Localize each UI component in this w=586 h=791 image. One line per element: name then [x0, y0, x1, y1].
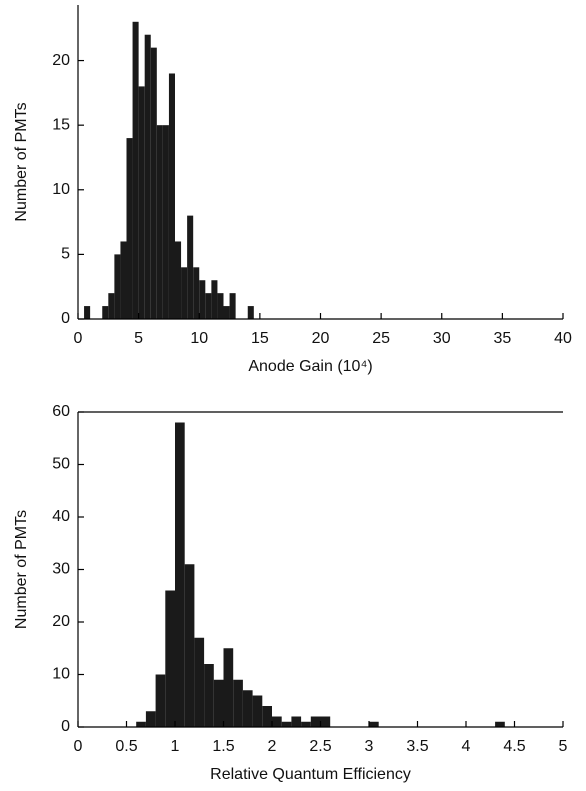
- x-tick-label: 3: [365, 738, 374, 755]
- bar: [102, 306, 109, 319]
- y-axis-label: Number of PMTs: [13, 510, 30, 629]
- bar: [211, 280, 218, 319]
- x-tick-label: 20: [312, 330, 330, 347]
- x-tick-label: 35: [493, 330, 511, 347]
- bar: [175, 422, 185, 727]
- bar: [233, 679, 243, 727]
- bar: [132, 21, 139, 320]
- bar: [126, 138, 133, 319]
- x-tick-label: 5: [134, 330, 143, 347]
- bar: [156, 125, 163, 319]
- y-tick-label: 50: [52, 456, 70, 473]
- bar: [114, 254, 121, 319]
- x-tick-label: 30: [433, 330, 451, 347]
- bar: [223, 648, 234, 727]
- bar: [181, 267, 188, 319]
- y-tick-label: 30: [52, 561, 70, 578]
- x-tick-label: 1.5: [212, 738, 234, 755]
- x-tick-label: 10: [190, 330, 208, 347]
- x-tick-label: 0.5: [115, 738, 137, 755]
- bar: [242, 690, 253, 727]
- x-axis-label: Anode Gain (10⁴): [248, 358, 372, 375]
- bar: [184, 564, 195, 727]
- bar: [144, 34, 151, 320]
- x-tick-label: 40: [554, 330, 572, 347]
- x-tick-label: 15: [251, 330, 269, 347]
- y-axis-label: Number of PMTs: [13, 102, 30, 221]
- y-tick-label: 0: [61, 310, 70, 327]
- bar: [155, 674, 166, 727]
- bar: [205, 293, 212, 319]
- x-tick-label: 4.5: [503, 738, 525, 755]
- y-tick-label: 10: [52, 666, 70, 683]
- x-tick-label: 2: [268, 738, 277, 755]
- x-tick-label: 0: [74, 330, 83, 347]
- y-tick-label: 10: [52, 181, 70, 198]
- y-tick-label: 15: [52, 116, 70, 133]
- bar: [301, 721, 311, 727]
- bar: [320, 716, 331, 727]
- bar: [84, 306, 91, 319]
- bar: [193, 267, 200, 319]
- y-tick-label: 60: [52, 403, 70, 420]
- y-tick-label: 20: [52, 613, 70, 630]
- bar: [162, 125, 169, 319]
- bar: [281, 721, 292, 727]
- bar: [199, 280, 206, 319]
- bar: [369, 721, 379, 727]
- y-tick-label: 5: [61, 246, 70, 263]
- x-tick-label: 25: [372, 330, 390, 347]
- bar: [108, 293, 115, 319]
- bar: [138, 86, 145, 319]
- bar: [495, 721, 505, 727]
- bar: [168, 73, 175, 319]
- bar: [187, 215, 194, 319]
- bar: [291, 716, 302, 727]
- bar: [120, 241, 127, 319]
- x-tick-label: 5: [559, 738, 568, 755]
- y-tick-label: 40: [52, 508, 70, 525]
- bar: [136, 721, 146, 727]
- bar: [310, 716, 321, 727]
- x-tick-label: 4: [462, 738, 471, 755]
- bar: [217, 293, 224, 319]
- bar: [145, 711, 156, 727]
- bar: [272, 716, 282, 727]
- bar: [247, 306, 254, 319]
- x-tick-label: 2.5: [309, 738, 331, 755]
- bar: [262, 706, 272, 727]
- bar: [165, 590, 175, 727]
- x-axis-label: Relative Quantum Efficiency: [210, 766, 411, 783]
- bar: [204, 664, 214, 727]
- bar: [223, 306, 230, 319]
- bar: [194, 637, 205, 727]
- x-tick-label: 1: [171, 738, 180, 755]
- bar: [213, 679, 224, 727]
- x-tick-label: 0: [74, 738, 83, 755]
- y-tick-label: 20: [52, 52, 70, 69]
- bar: [150, 47, 157, 320]
- x-tick-label: 3.5: [406, 738, 428, 755]
- bar: [229, 293, 236, 319]
- y-tick-label: 0: [61, 718, 70, 735]
- bar: [252, 695, 263, 727]
- bar: [175, 241, 182, 319]
